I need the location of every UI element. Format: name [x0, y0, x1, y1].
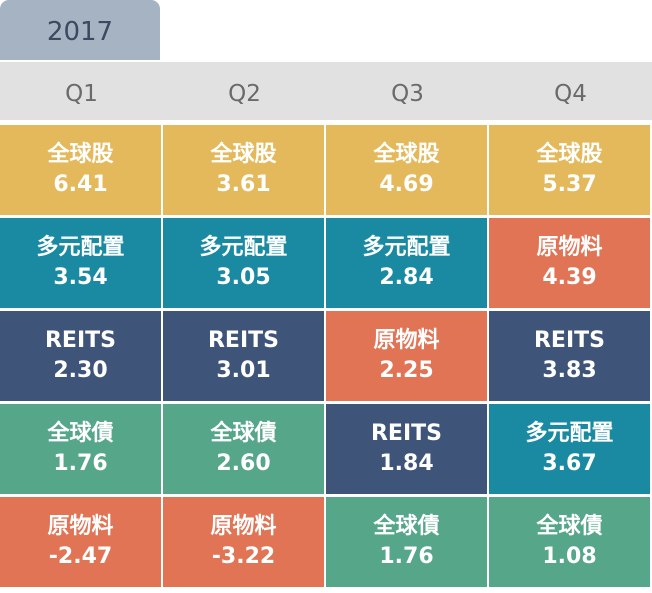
- asset-name: 全球債: [47, 421, 114, 446]
- asset-return-value: 2.84: [379, 265, 434, 290]
- asset-cell: 全球股 6.41: [0, 125, 161, 215]
- asset-cell: 全球股 5.37: [489, 125, 650, 215]
- quarter-label-q4: Q4: [554, 81, 587, 107]
- asset-name: 全球債: [373, 514, 440, 539]
- asset-return-value: 1.76: [53, 451, 108, 476]
- asset-cell: 原物料 2.25: [326, 311, 487, 401]
- asset-cell: 原物料 -2.47: [0, 497, 161, 587]
- asset-return-value: 2.25: [379, 358, 434, 383]
- asset-return-value: -3.22: [211, 544, 276, 569]
- quarter-header-row: Q1 Q2 Q3 Q4: [0, 62, 652, 120]
- asset-cell: 多元配置 3.54: [0, 218, 161, 308]
- asset-name: REITS: [370, 421, 442, 446]
- asset-cell: 原物料 4.39: [489, 218, 650, 308]
- asset-cell: REITS 3.01: [163, 311, 324, 401]
- asset-return-value: 6.41: [53, 172, 108, 197]
- asset-name: 全球股: [373, 142, 440, 167]
- asset-cell: 多元配置 3.05: [163, 218, 324, 308]
- quarter-label-q3: Q3: [391, 81, 424, 107]
- asset-return-value: 1.08: [542, 544, 597, 569]
- asset-name: 原物料: [536, 235, 603, 260]
- asset-cell: REITS 2.30: [0, 311, 161, 401]
- asset-name: 全球股: [536, 142, 603, 167]
- quarter-label-q1: Q1: [65, 81, 98, 107]
- asset-cell: 全球股 3.61: [163, 125, 324, 215]
- asset-name: REITS: [44, 328, 116, 353]
- asset-name: 全球債: [536, 514, 603, 539]
- asset-name: 原物料: [47, 514, 114, 539]
- asset-return-value: 2.60: [216, 451, 271, 476]
- asset-return-value: 4.39: [542, 265, 597, 290]
- asset-name: 多元配置: [362, 235, 451, 260]
- asset-name: 原物料: [210, 514, 277, 539]
- asset-cell: 全球債 1.76: [0, 404, 161, 494]
- asset-name: 多元配置: [199, 235, 288, 260]
- asset-return-value: 2.30: [53, 358, 108, 383]
- asset-name: REITS: [207, 328, 279, 353]
- asset-cell: 全球債 1.08: [489, 497, 650, 587]
- asset-name: 原物料: [373, 328, 440, 353]
- asset-name: 多元配置: [36, 235, 125, 260]
- asset-cell: 全球股 4.69: [326, 125, 487, 215]
- asset-return-value: 3.83: [542, 358, 597, 383]
- asset-return-value: 4.69: [379, 172, 434, 197]
- asset-cell: 全球債 2.60: [163, 404, 324, 494]
- asset-return-value: 5.37: [542, 172, 597, 197]
- asset-cell: 全球債 1.76: [326, 497, 487, 587]
- asset-cell: 原物料 -3.22: [163, 497, 324, 587]
- asset-name: 全球股: [210, 142, 277, 167]
- asset-return-value: 3.61: [216, 172, 271, 197]
- asset-return-value: 1.84: [379, 451, 434, 476]
- quarter-label-q2: Q2: [228, 81, 261, 107]
- asset-name: REITS: [533, 328, 605, 353]
- asset-cell: REITS 3.83: [489, 311, 650, 401]
- asset-name: 全球債: [210, 421, 277, 446]
- asset-name: 多元配置: [525, 421, 614, 446]
- asset-return-value: 3.67: [542, 451, 597, 476]
- asset-return-value: 3.01: [216, 358, 271, 383]
- asset-return-value: 1.76: [379, 544, 434, 569]
- asset-return-value: 3.05: [216, 265, 271, 290]
- asset-name: 全球股: [47, 142, 114, 167]
- asset-cell: REITS 1.84: [326, 404, 487, 494]
- asset-return-value: -2.47: [48, 544, 113, 569]
- year-tab[interactable]: 2017: [0, 0, 160, 60]
- asset-return-value: 3.54: [53, 265, 108, 290]
- asset-cell: 多元配置 3.67: [489, 404, 650, 494]
- asset-cell: 多元配置 2.84: [326, 218, 487, 308]
